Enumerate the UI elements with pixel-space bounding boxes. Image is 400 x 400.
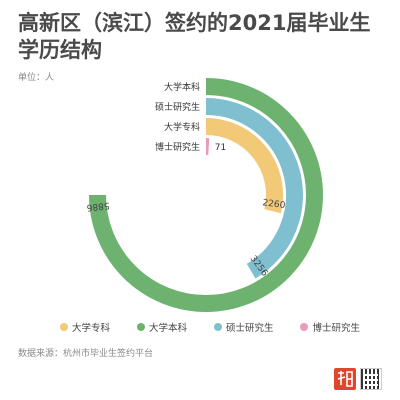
value-label: 5886 — [86, 200, 110, 212]
radial-bar — [205, 98, 303, 279]
legend-swatch — [213, 323, 222, 331]
category-label: 硕士研究生 — [155, 101, 200, 113]
value-label: 2260 — [262, 198, 286, 211]
radial-bar — [205, 118, 283, 214]
legend-item: 博士研究生 — [300, 320, 360, 334]
category-label: 大学本科 — [164, 81, 200, 93]
unit-label: 单位：人 — [18, 73, 55, 83]
legend-swatch — [136, 323, 145, 331]
legend-swatch — [300, 323, 309, 331]
chart-legend: 大学专科 大学本科 硕士研究生 博士研究生 — [60, 320, 360, 334]
legend-swatch — [60, 323, 68, 331]
publisher-logo — [334, 368, 356, 390]
legend-item: 硕士研究生 — [213, 320, 274, 334]
data-source: 数据来源：杭州市毕业生签约平台 — [18, 349, 154, 359]
legend-label: 大学专科 — [72, 323, 111, 334]
legend-label: 硕士研究生 — [225, 323, 274, 334]
radial-bar — [89, 78, 323, 312]
legend-item: 大学本科 — [136, 320, 187, 334]
qr-code[interactable] — [360, 368, 382, 390]
legend-label: 大学本科 — [148, 323, 187, 334]
category-label: 博士研究生 — [155, 141, 200, 153]
category-label: 大学专科 — [164, 121, 200, 133]
value-label: 71 — [215, 143, 226, 153]
legend-item: 大学专科 — [60, 320, 110, 334]
chart-title: 高新区（滨江）签约的2021届毕业生学历结构 — [18, 11, 371, 62]
legend-label: 博士研究生 — [312, 323, 360, 334]
